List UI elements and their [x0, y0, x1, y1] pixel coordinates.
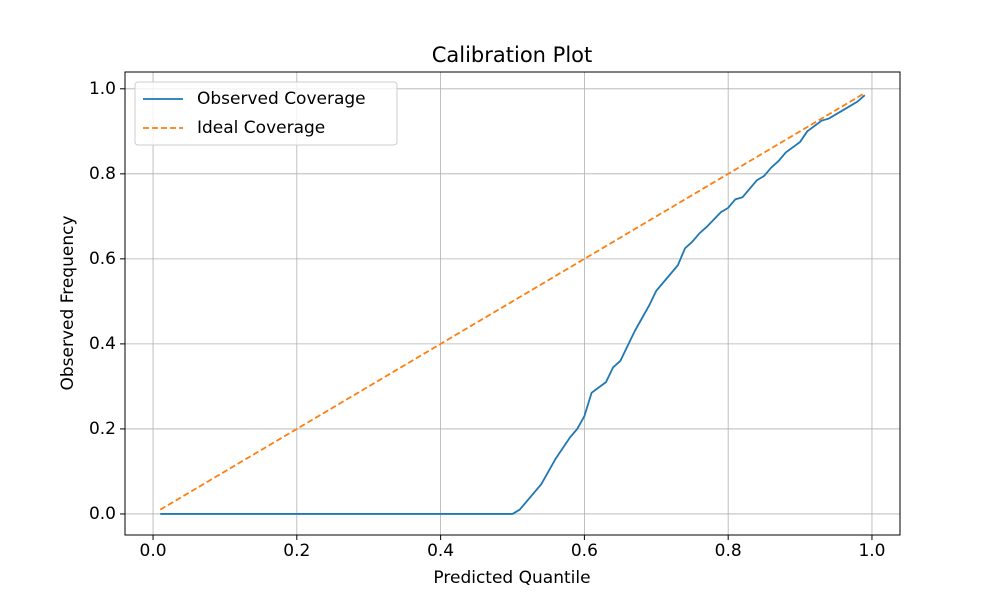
- line-series: [160, 94, 866, 515]
- line-series: [159, 92, 866, 511]
- y-tick-label: 0.2: [89, 419, 116, 439]
- legend-label: Ideal Coverage: [197, 118, 325, 138]
- y-tick-label: 0.4: [89, 334, 116, 354]
- x-axis-label: Predicted Quantile: [433, 568, 590, 588]
- chart-title: Calibration Plot: [432, 43, 593, 67]
- legend: Observed Coverage Ideal Coverage: [134, 81, 398, 146]
- x-tick-label: 0.2: [283, 541, 310, 561]
- y-tick-label: 0.0: [89, 504, 116, 524]
- axes-frame: [124, 71, 901, 536]
- legend-label: Observed Coverage: [197, 89, 366, 109]
- x-tick-label: 0.6: [571, 541, 598, 561]
- y-tick-label: 0.6: [89, 249, 116, 269]
- x-tick-label: 1.0: [858, 541, 885, 561]
- x-tick-label: 0.4: [427, 541, 454, 561]
- x-tick-label: 0.0: [140, 541, 167, 561]
- y-tick-label: 0.8: [89, 164, 116, 184]
- y-axis-label: Observed Frequency: [58, 215, 78, 390]
- y-tick-label: 1.0: [89, 79, 116, 99]
- x-tick-label: 0.8: [715, 541, 742, 561]
- legend-box: [134, 81, 398, 146]
